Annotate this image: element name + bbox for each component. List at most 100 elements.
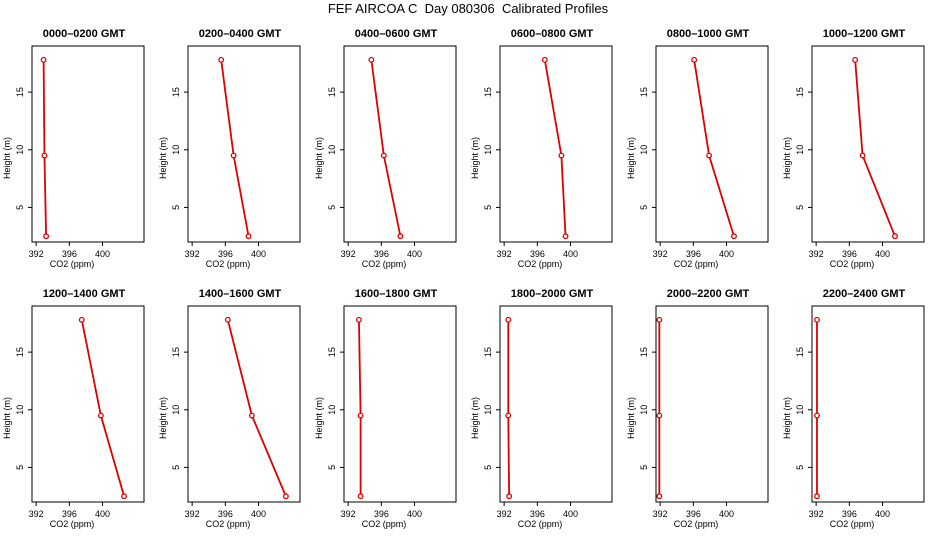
panel-title: 1800–2000 GMT <box>511 288 594 300</box>
y-tick-label: 5 <box>15 465 25 470</box>
y-tick-label: 15 <box>171 87 181 97</box>
x-tick-label: 400 <box>875 509 890 519</box>
panel-title: 1000–1200 GMT <box>823 28 906 40</box>
y-axis-label: Height (m) <box>2 137 12 179</box>
panel-title: 1200–1400 GMT <box>43 288 126 300</box>
x-axis-label: CO2 (ppm) <box>50 259 95 269</box>
profile-panel: 1000–1200 GMT 392 396 400 5 10 15 CO2 (ppm) Heig… <box>782 28 925 269</box>
y-axis-label: Height (m) <box>314 137 324 179</box>
y-axis-label: Height (m) <box>782 137 792 179</box>
x-tick-label: 400 <box>95 509 110 519</box>
y-tick-label: 15 <box>795 347 805 357</box>
data-point <box>505 316 512 323</box>
x-tick-label: 396 <box>218 249 233 259</box>
panel-title: 2000–2200 GMT <box>667 288 750 300</box>
x-axis-label: CO2 (ppm) <box>518 259 563 269</box>
data-point <box>656 493 663 500</box>
y-tick-label: 10 <box>327 405 337 415</box>
x-tick-label: 396 <box>62 509 77 519</box>
profile-panel: 0800–1000 GMT 392 396 400 5 10 15 CO2 (ppm) Heig… <box>626 28 769 269</box>
plot-frame <box>343 45 457 243</box>
x-tick-label: 400 <box>95 249 110 259</box>
y-tick-label: 5 <box>327 205 337 210</box>
y-tick-label: 15 <box>327 87 337 97</box>
data-point <box>506 493 513 500</box>
x-tick-label: 396 <box>374 249 389 259</box>
y-axis-label: Height (m) <box>314 397 324 439</box>
profile-panel: 0600–0800 GMT 392 396 400 5 10 15 CO2 (ppm) Heig… <box>470 28 613 269</box>
x-axis-label: CO2 (ppm) <box>362 259 407 269</box>
x-axis-label: CO2 (ppm) <box>362 519 407 529</box>
x-tick-label: 392 <box>185 509 200 519</box>
data-point <box>562 233 569 240</box>
x-tick-label: 392 <box>341 509 356 519</box>
x-axis-label: CO2 (ppm) <box>518 519 563 529</box>
plot-frame <box>655 45 769 243</box>
panel-title: 2200–2400 GMT <box>823 288 906 300</box>
y-tick-label: 15 <box>15 347 25 357</box>
y-tick-label: 5 <box>795 465 805 470</box>
x-tick-label: 392 <box>497 509 512 519</box>
x-tick-label: 400 <box>251 249 266 259</box>
y-tick-label: 10 <box>171 145 181 155</box>
data-point <box>357 493 364 500</box>
panel-title: 0800–1000 GMT <box>667 28 750 40</box>
x-tick-label: 396 <box>530 509 545 519</box>
x-axis-label: CO2 (ppm) <box>206 259 251 269</box>
x-tick-label: 392 <box>29 509 44 519</box>
profile-panel: 0200–0400 GMT 392 396 400 5 10 15 CO2 (ppm) Heig… <box>158 28 301 269</box>
data-point <box>78 316 85 323</box>
x-axis-label: CO2 (ppm) <box>206 519 251 529</box>
x-tick-label: 392 <box>653 509 668 519</box>
plot-frame <box>31 305 145 503</box>
panel-title: 0400–0600 GMT <box>355 28 438 40</box>
panel-title: 0000–0200 GMT <box>43 28 126 40</box>
data-point <box>357 412 364 419</box>
profile-line <box>543 59 567 237</box>
data-point <box>355 316 362 323</box>
y-tick-label: 10 <box>15 405 25 415</box>
data-point <box>248 412 255 419</box>
x-tick-label: 400 <box>563 249 578 259</box>
data-point <box>558 152 565 159</box>
data-point <box>505 412 512 419</box>
profile-panel: 1200–1400 GMT 392 396 400 5 10 15 CO2 (ppm) Heig… <box>2 288 145 529</box>
profile-panel: 2200–2400 GMT 392 396 400 5 10 15 CO2 (ppm) Heig… <box>782 288 925 529</box>
profile-panel: 1400–1600 GMT 392 396 400 5 10 15 CO2 (ppm) Heig… <box>158 288 301 529</box>
plot-frame <box>499 45 613 243</box>
x-tick-label: 396 <box>62 249 77 259</box>
profile-line <box>693 59 735 237</box>
y-tick-label: 10 <box>795 145 805 155</box>
panel-title: 0200–0400 GMT <box>199 28 282 40</box>
x-tick-label: 396 <box>842 249 857 259</box>
data-point <box>541 56 548 63</box>
y-tick-label: 15 <box>15 87 25 97</box>
plot-frame <box>655 305 769 503</box>
data-point <box>814 412 820 419</box>
plot-frame <box>811 45 925 243</box>
profile-line <box>854 59 896 237</box>
y-axis-label: Height (m) <box>782 397 792 439</box>
x-axis-label: CO2 (ppm) <box>674 519 719 529</box>
data-point <box>731 233 737 240</box>
data-point <box>121 493 128 500</box>
data-point <box>691 56 698 63</box>
y-axis-label: Height (m) <box>2 397 12 439</box>
data-point <box>397 233 404 240</box>
data-point <box>656 412 663 419</box>
x-tick-label: 392 <box>809 249 824 259</box>
y-tick-label: 15 <box>483 347 493 357</box>
plot-frame <box>187 305 301 503</box>
x-tick-label: 400 <box>719 509 734 519</box>
y-tick-label: 10 <box>483 405 493 415</box>
panel-title: 1600–1800 GMT <box>355 288 438 300</box>
data-point <box>230 152 237 159</box>
plot-frame <box>499 305 613 503</box>
x-tick-label: 392 <box>497 249 512 259</box>
x-axis-label: CO2 (ppm) <box>830 519 875 529</box>
data-point <box>41 152 48 159</box>
y-axis-label: Height (m) <box>626 397 636 439</box>
y-axis-label: Height (m) <box>158 137 168 179</box>
y-tick-label: 10 <box>327 145 337 155</box>
